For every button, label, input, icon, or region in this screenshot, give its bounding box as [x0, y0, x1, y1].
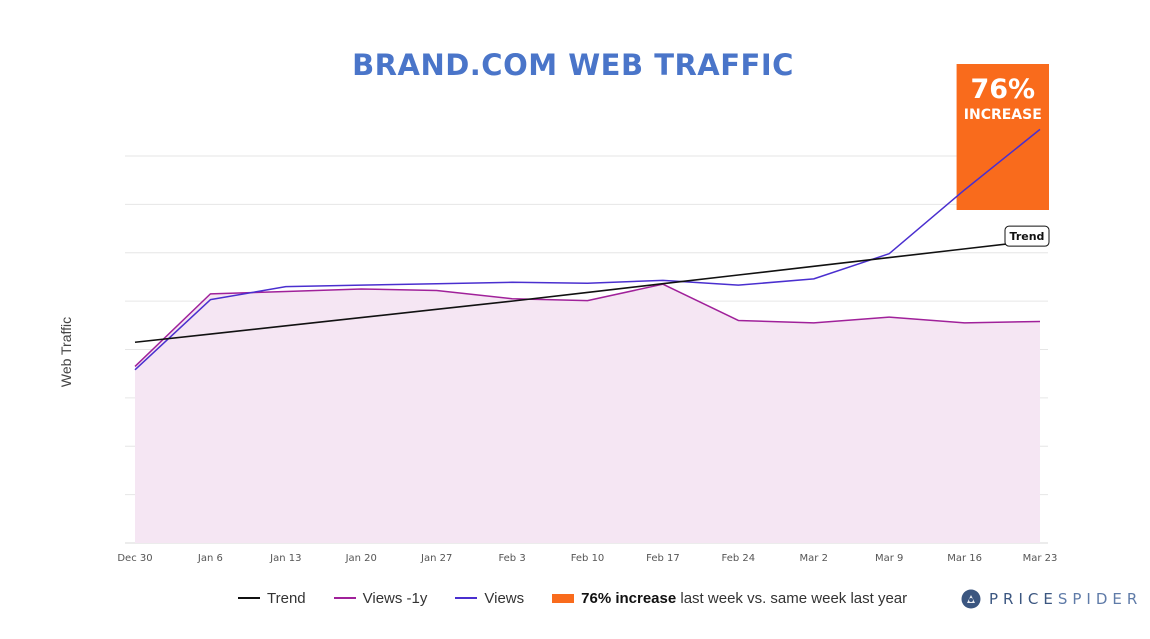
brand-name-part2: SPIDER [1057, 590, 1143, 608]
series-line-views-1y [134, 283, 1041, 367]
x-tick-label: Feb 24 [722, 553, 756, 564]
increase-highlight-box [956, 64, 1049, 210]
legend-item-views: Views [455, 590, 524, 607]
legend-swatch-trend [238, 597, 260, 599]
legend-swatch-views [455, 597, 478, 599]
legend: Trend Views -1y Views 76% increase last … [238, 587, 935, 609]
chart-title: BRAND.COM WEB TRAFFIC [352, 48, 794, 82]
legend-item-views-1y: Views -1y [333, 589, 428, 607]
x-tick-label: Feb 10 [571, 553, 605, 564]
trend-label-box [1004, 225, 1050, 247]
legend-item-trend: Trend [238, 590, 306, 607]
x-axis-ticks: Dec 30 Jan 6 Jan 13 Jan 20 Jan 27 Feb 3 Feb 10… [117, 553, 1057, 564]
x-tick-label: Feb 17 [646, 553, 680, 564]
increase-highlight-label: INCREASE [964, 107, 1042, 123]
x-tick-label: Mar 16 [947, 553, 982, 564]
series-line-views [134, 128, 1041, 371]
increase-highlight-percent: 76% [970, 74, 1035, 105]
x-tick-label: Mar 2 [800, 553, 828, 564]
increase-highlight: 76% INCREASE [956, 64, 1049, 210]
x-tick-label: Dec 30 [117, 553, 152, 564]
views-1y-area [135, 284, 1040, 543]
legend-label-trend: Trend [267, 589, 306, 607]
series-line-trend [134, 239, 1041, 344]
series-lines [134, 128, 1041, 371]
y-axis-label: Web Traffic [58, 317, 74, 387]
trend-label: Trend [1004, 225, 1050, 247]
x-tick-label: Jan 27 [420, 553, 452, 564]
legend-label-views-1y: Views -1y [362, 589, 428, 607]
x-tick-label: Feb 3 [498, 553, 525, 564]
legend-label-increase-bold: 76% increase [581, 589, 677, 607]
x-tick-label: Mar 23 [1023, 553, 1058, 564]
brand-name-part1: PRICE [989, 590, 1058, 608]
area-fill [135, 284, 1040, 543]
x-tick-label: Jan 6 [197, 553, 223, 564]
legend-item-increase: 76% increase last week vs. same week las… [552, 590, 907, 607]
x-tick-label: Jan 20 [345, 553, 377, 564]
legend-label-views: Views [484, 589, 525, 607]
legend-swatch-increase [552, 593, 575, 603]
x-tick-label: Mar 9 [875, 553, 903, 564]
brand-logo: PRICESPIDER [961, 589, 1142, 609]
brand-name: PRICESPIDER [989, 590, 1142, 608]
pricespider-logo-icon [961, 589, 981, 609]
trend-label-text: Trend [1010, 230, 1045, 243]
x-tick-label: Jan 13 [269, 553, 301, 564]
legend-swatch-views-1y [333, 597, 356, 599]
legend-label-increase-rest: last week vs. same week last year [676, 589, 908, 607]
